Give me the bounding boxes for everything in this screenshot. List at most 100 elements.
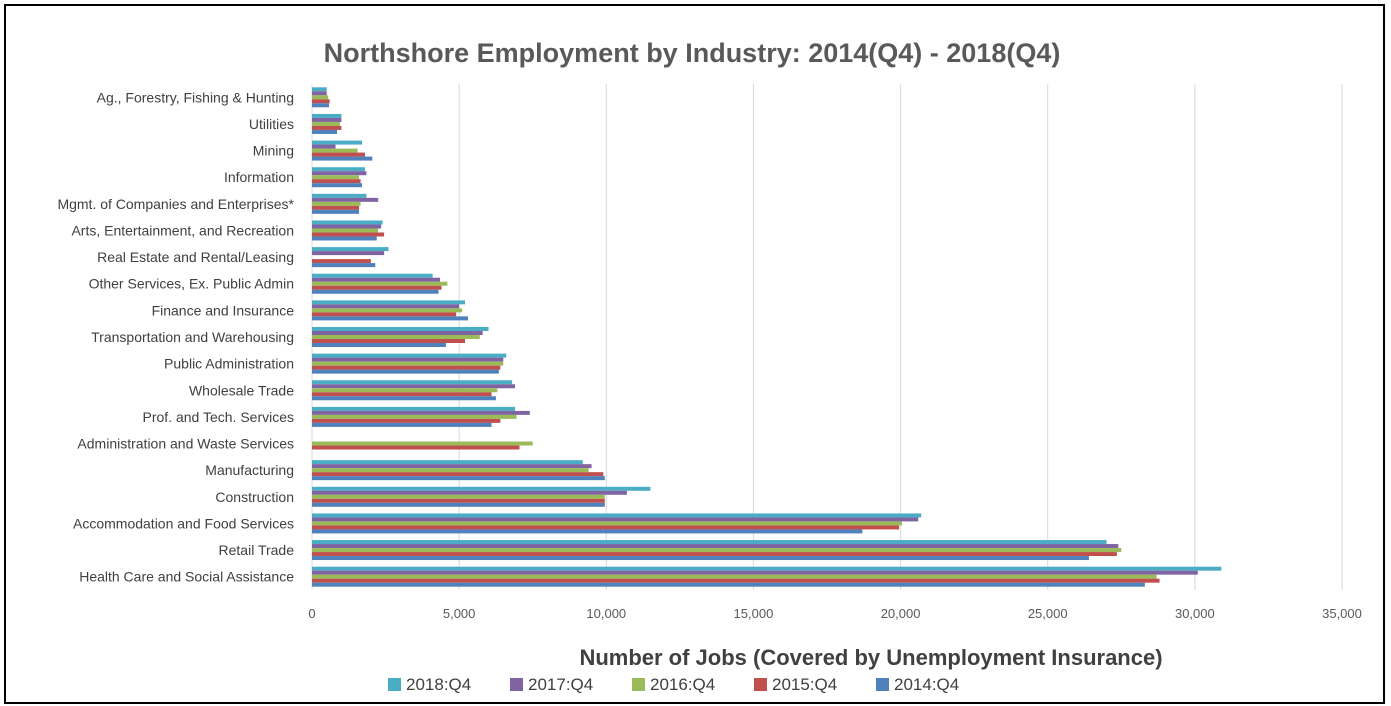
category-label: Construction [215, 489, 294, 505]
bar-2016-q4-retail-trade [312, 548, 1122, 553]
bar-2014-q4-health-care-and-social-assistance [312, 582, 1145, 587]
bar-2014-q4-utilities [312, 129, 338, 134]
bar-2016-q4-mgmt-of-companies-and-enterprises [312, 201, 361, 206]
bar-2018-q4-other-services-ex-public-admin [312, 273, 433, 278]
bar-2017-q4-other-services-ex-public-admin [312, 277, 441, 282]
chart-title: Northshore Employment by Industry: 2014(… [324, 38, 1061, 68]
x-tick-label: 30,000 [1175, 606, 1215, 621]
x-tick-label: 25,000 [1028, 606, 1068, 621]
category-labels: Ag., Forestry, Fishing & Hunting Utilitie… [57, 89, 294, 584]
category-label: Utilities [249, 116, 294, 132]
bar-2015-q4-wholesale-trade [312, 392, 492, 397]
x-tick-labels: 0 5,000 10,000 15,000 20,000 25,000 30,000 35,0… [308, 606, 1362, 621]
bar-2018-q4-prof-and-tech-services [312, 406, 516, 411]
bar-2015-q4-information [312, 179, 361, 184]
category-label: Mgmt. of Companies and Enterprises* [57, 196, 294, 212]
bar-2016-q4-public-administration [312, 361, 504, 366]
bar-2014-q4-prof-and-tech-services [312, 422, 492, 427]
category-label: Health Care and Social Assistance [79, 569, 294, 585]
bar-2018-q4-ag-forestry-fishing-hunting [312, 87, 327, 92]
bar-2016-q4-wholesale-trade [312, 388, 498, 393]
bar-2018-q4-mgmt-of-companies-and-enterprises [312, 193, 367, 198]
bar-2015-q4-health-care-and-social-assistance [312, 578, 1160, 583]
bar-2014-q4-construction [312, 502, 605, 507]
bar-2017-q4-real-estate-and-rental-leasing [312, 251, 385, 256]
bar-2015-q4-other-services-ex-public-admin [312, 285, 442, 290]
category-label: Retail Trade [219, 542, 295, 558]
category-label: Manufacturing [205, 462, 294, 478]
bar-2015-q4-utilities [312, 125, 342, 130]
bar-2015-q4-construction [312, 498, 605, 503]
bar-2018-q4-mining [312, 140, 363, 145]
bar-2014-q4-mining [312, 156, 373, 161]
bar-2015-q4-arts-entertainment-and-recreation [312, 232, 385, 237]
x-tick-label: 5,000 [443, 606, 476, 621]
bar-2018-q4-retail-trade [312, 540, 1107, 545]
bar-2014-q4-real-estate-and-rental-leasing [312, 263, 376, 268]
bar-2018-q4-utilities [312, 113, 342, 118]
legend-label: 2017:Q4 [528, 675, 593, 694]
bar-2017-q4-manufacturing [312, 464, 592, 469]
bar-2015-q4-real-estate-and-rental-leasing [312, 259, 371, 264]
bar-2016-q4-finance-and-insurance [312, 308, 463, 313]
bar-2018-q4-construction [312, 486, 651, 491]
bar-2015-q4-retail-trade [312, 552, 1117, 557]
bar-chart: Northshore Employment by Industry: 2014(… [57, 38, 1362, 694]
category-label: Arts, Entertainment, and Recreation [71, 222, 294, 238]
x-tick-label: 35,000 [1322, 606, 1362, 621]
gridlines [311, 84, 1343, 590]
bar-2017-q4-health-care-and-social-assistance [312, 570, 1198, 575]
bar-2017-q4-retail-trade [312, 544, 1119, 549]
category-label: Ag., Forestry, Fishing & Hunting [97, 89, 294, 105]
bar-2014-q4-accommodation-and-food-services [312, 529, 863, 534]
bar-2016-q4-transportation-and-warehousing [312, 335, 480, 339]
bar-2017-q4-accommodation-and-food-services [312, 517, 919, 522]
bar-2014-q4-arts-entertainment-and-recreation [312, 236, 377, 241]
bar-2015-q4-manufacturing [312, 472, 604, 477]
category-label: Transportation and Warehousing [91, 329, 294, 345]
legend-swatch [754, 678, 767, 691]
category-label: Accommodation and Food Services [73, 515, 294, 531]
category-label: Administration and Waste Services [77, 436, 294, 452]
bar-2015-q4-transportation-and-warehousing [312, 339, 466, 343]
bar-2014-q4-information [312, 183, 363, 188]
bar-2017-q4-construction [312, 490, 627, 495]
bar-2014-q4-transportation-and-warehousing [312, 343, 446, 347]
bar-2016-q4-prof-and-tech-services [312, 414, 517, 419]
bar-2014-q4-public-administration [312, 369, 499, 374]
bar-2015-q4-ag-forestry-fishing-hunting [312, 99, 330, 104]
chart-frame: Northshore Employment by Industry: 2014(… [4, 4, 1385, 704]
bar-2017-q4-transportation-and-warehousing [312, 331, 483, 335]
legend-label: 2014:Q4 [894, 675, 959, 694]
bar-2016-q4-health-care-and-social-assistance [312, 574, 1157, 579]
legend: 2018:Q4 2017:Q4 2016:Q4 2015:Q4 2014:Q4 [388, 675, 959, 694]
bar-2015-q4-finance-and-insurance [312, 312, 457, 317]
bar-2015-q4-administration-and-waste-services [312, 445, 520, 450]
legend-label: 2018:Q4 [406, 675, 471, 694]
legend-swatch [388, 678, 401, 691]
bar-2016-q4-utilities [312, 121, 340, 126]
category-label: Public Administration [164, 356, 294, 372]
legend-swatch [510, 678, 523, 691]
bar-2015-q4-mgmt-of-companies-and-enterprises [312, 205, 360, 210]
bar-2014-q4-manufacturing [312, 476, 605, 481]
legend-swatch [876, 678, 889, 691]
bar-2015-q4-public-administration [312, 365, 501, 370]
bar-2017-q4-prof-and-tech-services [312, 410, 530, 415]
bar-2016-q4-information [312, 175, 360, 180]
bar-2018-q4-accommodation-and-food-services [312, 513, 922, 518]
bar-2015-q4-mining [312, 152, 365, 157]
bar-2014-q4-retail-trade [312, 556, 1089, 561]
bar-2018-q4-health-care-and-social-assistance [312, 566, 1222, 571]
bar-2018-q4-information [312, 167, 365, 172]
bar-2017-q4-public-administration [312, 357, 504, 362]
category-label: Real Estate and Rental/Leasing [97, 249, 294, 265]
x-tick-label: 20,000 [881, 606, 921, 621]
category-label: Mining [253, 143, 294, 159]
bar-2014-q4-finance-and-insurance [312, 316, 468, 321]
bar-2016-q4-manufacturing [312, 468, 589, 473]
bar-2016-q4-administration-and-waste-services [312, 441, 533, 446]
bar-2018-q4-transportation-and-warehousing [312, 327, 489, 331]
bar-2017-q4-information [312, 171, 367, 176]
x-tick-label: 0 [308, 606, 315, 621]
